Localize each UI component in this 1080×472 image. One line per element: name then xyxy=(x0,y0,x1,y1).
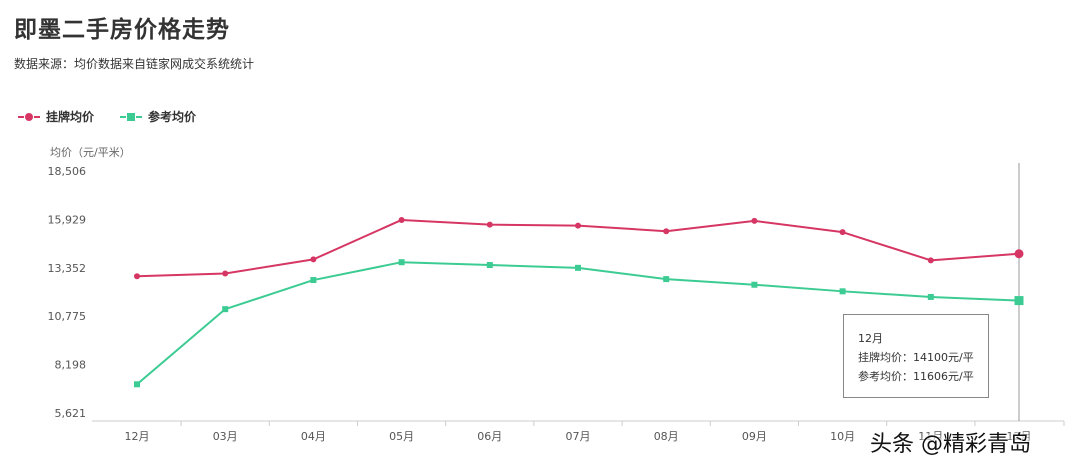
legend-circle-marker-icon xyxy=(18,112,40,122)
x-tick-label: 08月 xyxy=(654,430,679,443)
data-point xyxy=(222,306,229,313)
y-tick-label: 15,929 xyxy=(48,213,87,226)
y-tick-label: 5,621 xyxy=(55,407,87,420)
legend-item-listing[interactable]: 挂牌均价 xyxy=(18,108,94,125)
legend-square-marker-icon xyxy=(120,112,143,122)
data-point xyxy=(486,221,493,228)
x-tick-label: 10月 xyxy=(830,430,855,443)
x-tick-label: 04月 xyxy=(301,430,326,443)
y-tick-label: 18,506 xyxy=(48,165,87,178)
data-point xyxy=(575,264,581,271)
legend-label-listing: 挂牌均价 xyxy=(46,110,95,124)
x-tick-label: 12月 xyxy=(1007,430,1032,443)
x-tick-label: 05月 xyxy=(389,430,414,443)
y-axis-title: 均价（元/平米） xyxy=(50,146,131,159)
chart-subtitle: 数据来源：均价数据来自链家网成交系统统计 xyxy=(14,57,255,71)
data-point xyxy=(575,222,581,229)
chart-title: 即墨二手房价格走势 xyxy=(14,17,230,43)
data-point xyxy=(751,281,758,288)
data-point xyxy=(1014,296,1024,306)
data-point xyxy=(663,276,670,283)
data-point xyxy=(1014,249,1024,259)
legend: 挂牌均价 参考均价 xyxy=(18,108,196,125)
data-point xyxy=(927,293,934,300)
watermark: 头条 @精彩青岛 xyxy=(870,432,1031,457)
tooltip-line-reference: 参考均价：11606元/平 xyxy=(858,370,974,383)
data-point xyxy=(751,217,758,224)
y-tick-label: 13,352 xyxy=(48,262,87,275)
data-point xyxy=(222,270,229,277)
data-point xyxy=(486,262,493,269)
x-tick-label: 06月 xyxy=(477,430,502,443)
tooltip-line-listing: 挂牌均价：14100元/平 xyxy=(858,351,974,364)
data-point xyxy=(398,259,405,266)
data-point xyxy=(927,257,934,264)
y-tick-label: 8,198 xyxy=(55,359,87,372)
data-point xyxy=(839,229,846,236)
legend-item-reference[interactable]: 参考均价 xyxy=(120,108,196,125)
data-point xyxy=(839,288,846,295)
x-tick-label: 03月 xyxy=(213,430,238,443)
data-point xyxy=(398,216,405,223)
data-point xyxy=(134,273,140,280)
tooltip-title: 12月 xyxy=(858,332,883,345)
y-tick-label: 10,775 xyxy=(48,310,87,323)
data-point xyxy=(310,256,317,263)
data-point xyxy=(663,228,670,235)
x-tick-label: 09月 xyxy=(742,430,767,443)
x-tick-label: 12月 xyxy=(125,430,150,443)
data-point xyxy=(134,381,140,388)
x-tick-label: 11月 xyxy=(918,430,943,443)
data-point xyxy=(310,277,317,284)
x-tick-label: 07月 xyxy=(566,430,591,443)
legend-label-reference: 参考均价 xyxy=(148,110,197,124)
chart-tooltip: 12月 挂牌均价：14100元/平 参考均价：11606元/平 xyxy=(843,314,989,398)
